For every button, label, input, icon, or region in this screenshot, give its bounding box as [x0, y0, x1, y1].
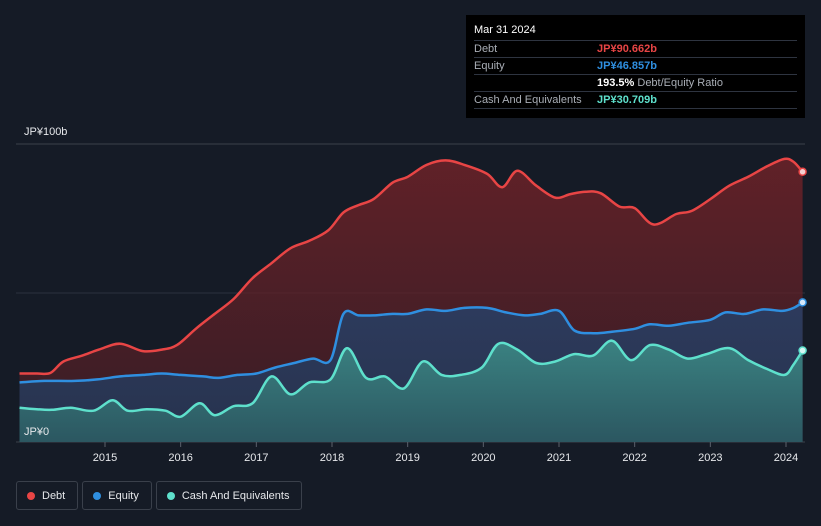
ratio-value: 193.5%: [597, 77, 635, 89]
x-tick-label: 2021: [547, 452, 571, 464]
chart-legend: Debt Equity Cash And Equivalents: [16, 481, 303, 510]
x-axis: 2015 2016 2017 2018 2019 2020 2021 2022 2023 2024: [93, 442, 798, 464]
x-tick-label: 2019: [395, 452, 419, 464]
x-tick-label: 2023: [698, 452, 722, 464]
tooltip-date: Mar 31 2024: [474, 24, 536, 36]
legend-label: Debt: [42, 489, 66, 502]
equity-end-marker[interactable]: [798, 298, 807, 307]
tooltip-row-equity: Equity JP¥46.857b: [474, 57, 797, 74]
cash-line: [19, 339, 804, 419]
legend-dot-icon: [166, 491, 175, 500]
tooltip-value: JP¥30.709b: [597, 94, 657, 106]
tooltip-label: Cash And Equivalents: [474, 94, 582, 106]
equity-line: [19, 301, 804, 384]
tooltip-row-cash: Cash And Equivalents JP¥30.709b: [474, 91, 797, 109]
legend-label: Equity: [108, 489, 139, 502]
tooltip-label: [474, 75, 597, 91]
legend-item-debt[interactable]: Debt: [16, 481, 79, 510]
ratio-label: Debt/Equity Ratio: [637, 77, 723, 89]
data-tooltip: Mar 31 2024 Debt JP¥90.662b Equity JP¥46…: [466, 15, 805, 118]
x-tick-label: 2018: [320, 452, 344, 464]
x-tick-label: 2017: [244, 452, 268, 464]
legend-label: Cash And Equivalents: [181, 489, 290, 502]
tooltip-label: Debt: [474, 43, 498, 55]
tooltip-value: JP¥46.857b: [597, 60, 657, 72]
tooltip-value: 193.5% Debt/Equity Ratio: [597, 75, 723, 91]
tooltip-label: Equity: [474, 60, 505, 72]
debt-end-marker[interactable]: [798, 167, 807, 177]
cash-area: [19, 340, 803, 442]
x-tick-label: 2022: [622, 452, 646, 464]
x-tick-label: 2020: [471, 452, 495, 464]
cash-end-marker[interactable]: [798, 346, 807, 355]
tooltip-row-debt: Debt JP¥90.662b: [474, 40, 797, 57]
y-tick-label-bottom: JP¥0: [24, 426, 49, 438]
x-tick-label: 2024: [774, 452, 798, 464]
x-tick-label: 2016: [168, 452, 192, 464]
debt-line: [19, 157, 804, 376]
x-tick-label: 2015: [93, 452, 117, 464]
legend-dot-icon: [27, 491, 35, 500]
legend-item-cash[interactable]: Cash And Equivalents: [155, 481, 303, 510]
tooltip-value: JP¥90.662b: [597, 43, 657, 55]
legend-dot-icon: [93, 491, 102, 500]
legend-item-equity[interactable]: Equity: [82, 481, 152, 510]
tooltip-row-ratio: 193.5% Debt/Equity Ratio: [474, 74, 797, 91]
y-tick-label-top: JP¥100b: [24, 126, 67, 138]
